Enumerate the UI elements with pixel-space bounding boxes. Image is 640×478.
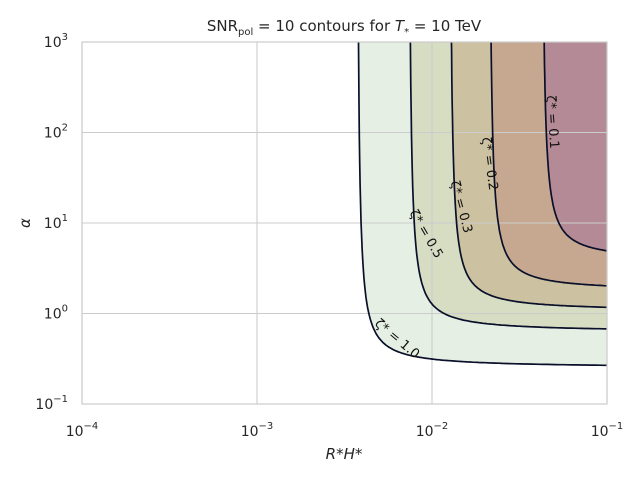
contour-line xyxy=(450,42,607,309)
title-var-sub: * xyxy=(404,27,409,38)
y-tick-labels: 10−1 100 101 102 103 xyxy=(35,32,68,413)
x-axis-label: R*H* xyxy=(326,445,363,463)
y-tick-label: 10−1 xyxy=(35,394,68,413)
contour-line xyxy=(543,42,607,252)
title-var: T xyxy=(395,17,406,35)
title-sub: pol xyxy=(238,27,253,38)
y-tick-label: 103 xyxy=(44,32,68,51)
x-tick-label: 10−3 xyxy=(241,421,274,440)
x-tick-label: 10−1 xyxy=(591,421,624,440)
y-tick-label: 101 xyxy=(44,213,68,232)
contour-label: ζ* = 0.1 xyxy=(543,95,562,149)
y-tick-label: 100 xyxy=(44,304,68,323)
contour-lines xyxy=(357,42,607,367)
contour-line xyxy=(490,42,607,287)
x-tick-label: 10−2 xyxy=(416,421,449,440)
y-tick-label: 102 xyxy=(44,123,68,142)
chart-title: SNRpol = 10 contours for T* = 10 TeV xyxy=(207,17,482,38)
plot-frame xyxy=(81,41,608,405)
contour-line xyxy=(409,42,607,330)
contour-fills xyxy=(358,42,607,366)
title-mid: = 10 contours for xyxy=(253,17,395,35)
x-tick-label: 10−4 xyxy=(66,421,99,440)
title-pre: SNR xyxy=(207,17,238,35)
contour-label: ζ* = 0.2 xyxy=(478,136,500,191)
title-post: = 10 TeV xyxy=(409,17,482,35)
x-tick-labels: 10−4 10−3 10−2 10−1 xyxy=(66,421,624,440)
contour-line xyxy=(357,42,607,367)
contour-fill xyxy=(544,42,607,251)
y-axis-label: α xyxy=(16,218,34,228)
